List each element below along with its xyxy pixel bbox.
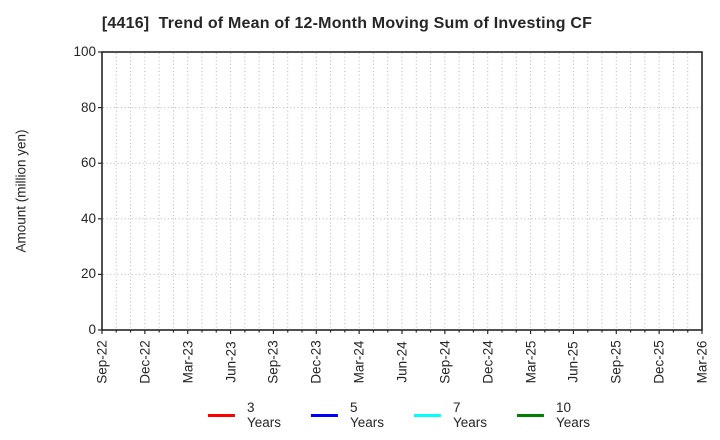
x-tick-label: Jun-24 <box>394 341 410 383</box>
x-tick-label: Jun-23 <box>223 341 239 383</box>
legend-line-swatch <box>414 413 441 417</box>
x-tick-label: Sep-22 <box>94 340 110 384</box>
legend: 3 Years 5 Years 7 Years 10 Years <box>207 400 590 430</box>
x-tick-label: Dec-25 <box>651 340 667 384</box>
y-tick-label: 80 <box>80 99 96 115</box>
x-tick-label: Mar-23 <box>180 340 196 384</box>
legend-item: 5 Years <box>310 400 384 430</box>
x-tick-label: Mar-26 <box>694 340 710 384</box>
chart-title: [4416] Trend of Mean of 12-Month Moving … <box>101 15 593 32</box>
x-tick-label: Jun-25 <box>565 341 581 383</box>
legend-item-label: 3 Years <box>246 400 281 430</box>
y-tick-label: 40 <box>80 210 96 226</box>
legend-item-label: 7 Years <box>453 400 488 430</box>
legend-item-label: 5 Years <box>349 400 384 430</box>
x-tick-label: Sep-23 <box>265 340 281 384</box>
legend-item-label: 10 Years <box>556 400 591 430</box>
x-tick-label: Sep-24 <box>437 340 453 384</box>
x-tick-label: Mar-24 <box>351 340 367 384</box>
y-tick-label: 100 <box>73 44 96 59</box>
legend-item: 7 Years <box>414 400 487 430</box>
x-tick-label: Dec-23 <box>308 340 324 384</box>
y-tick-label: 0 <box>88 322 96 337</box>
x-tick-label: Dec-22 <box>137 340 153 384</box>
y-tick-label: 60 <box>80 155 96 171</box>
legend-line-swatch <box>517 413 545 417</box>
legend-line-swatch <box>310 413 338 417</box>
x-tick-label: Mar-25 <box>523 340 539 384</box>
legend-item: 3 Years <box>207 400 281 430</box>
x-tick-label: Dec-24 <box>480 340 496 384</box>
legend-line-swatch <box>207 413 235 417</box>
y-tick-label: 20 <box>80 266 96 282</box>
legend-item: 10 Years <box>517 400 590 430</box>
x-tick-label: Sep-25 <box>608 340 624 384</box>
plot-frame <box>101 51 703 331</box>
